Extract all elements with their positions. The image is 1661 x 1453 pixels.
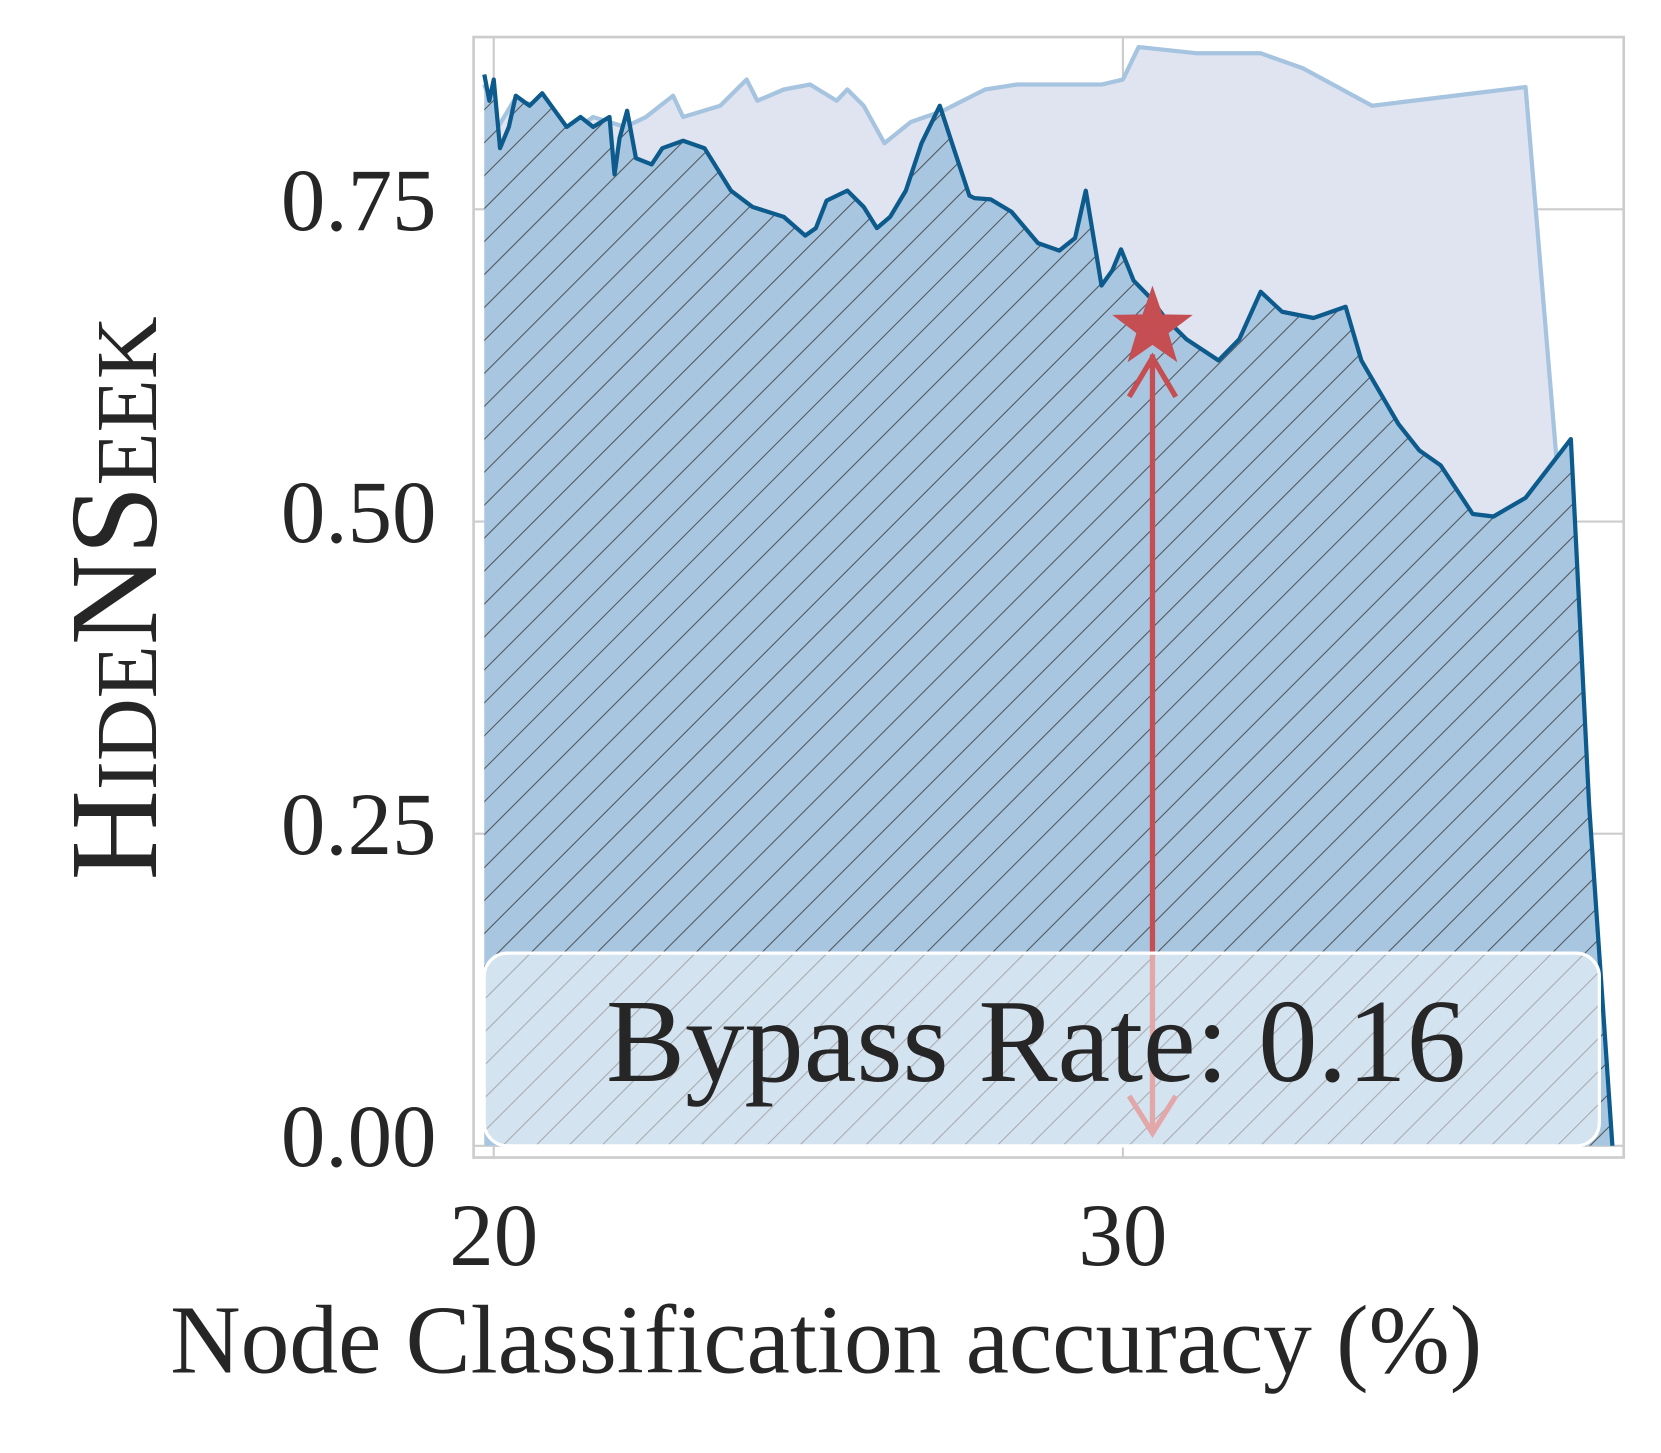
x-tick-label: 30 — [1078, 1187, 1167, 1285]
axes: 0.00 0.25 0.50 0.75 20 30 — [281, 152, 1167, 1285]
y-tick-label: 0.50 — [281, 464, 437, 562]
y-tick-label: 0.75 — [281, 152, 437, 250]
arrow-head — [1126, 352, 1179, 399]
annotation-box — [482, 951, 1601, 1148]
annotation-group: Bypass Rate: 0.16 — [482, 285, 1601, 1148]
area-line — [482, 74, 1615, 1146]
plot-border — [472, 35, 1626, 1159]
plot-area — [482, 44, 1615, 1146]
annotation-text: Bypass Rate: 0.16 — [606, 975, 1466, 1107]
y-tick-label: 0.25 — [281, 776, 437, 874]
x-axis-label: Node Classification accuracy (%) — [170, 1287, 1482, 1395]
y-axis-label: HideNSeek — [46, 316, 184, 880]
area-hatch — [484, 74, 1613, 1146]
area-line — [482, 44, 1560, 466]
marker-star — [1112, 285, 1193, 363]
x-tick-label: 20 — [449, 1187, 538, 1285]
y-tick-label: 0.00 — [281, 1088, 437, 1186]
